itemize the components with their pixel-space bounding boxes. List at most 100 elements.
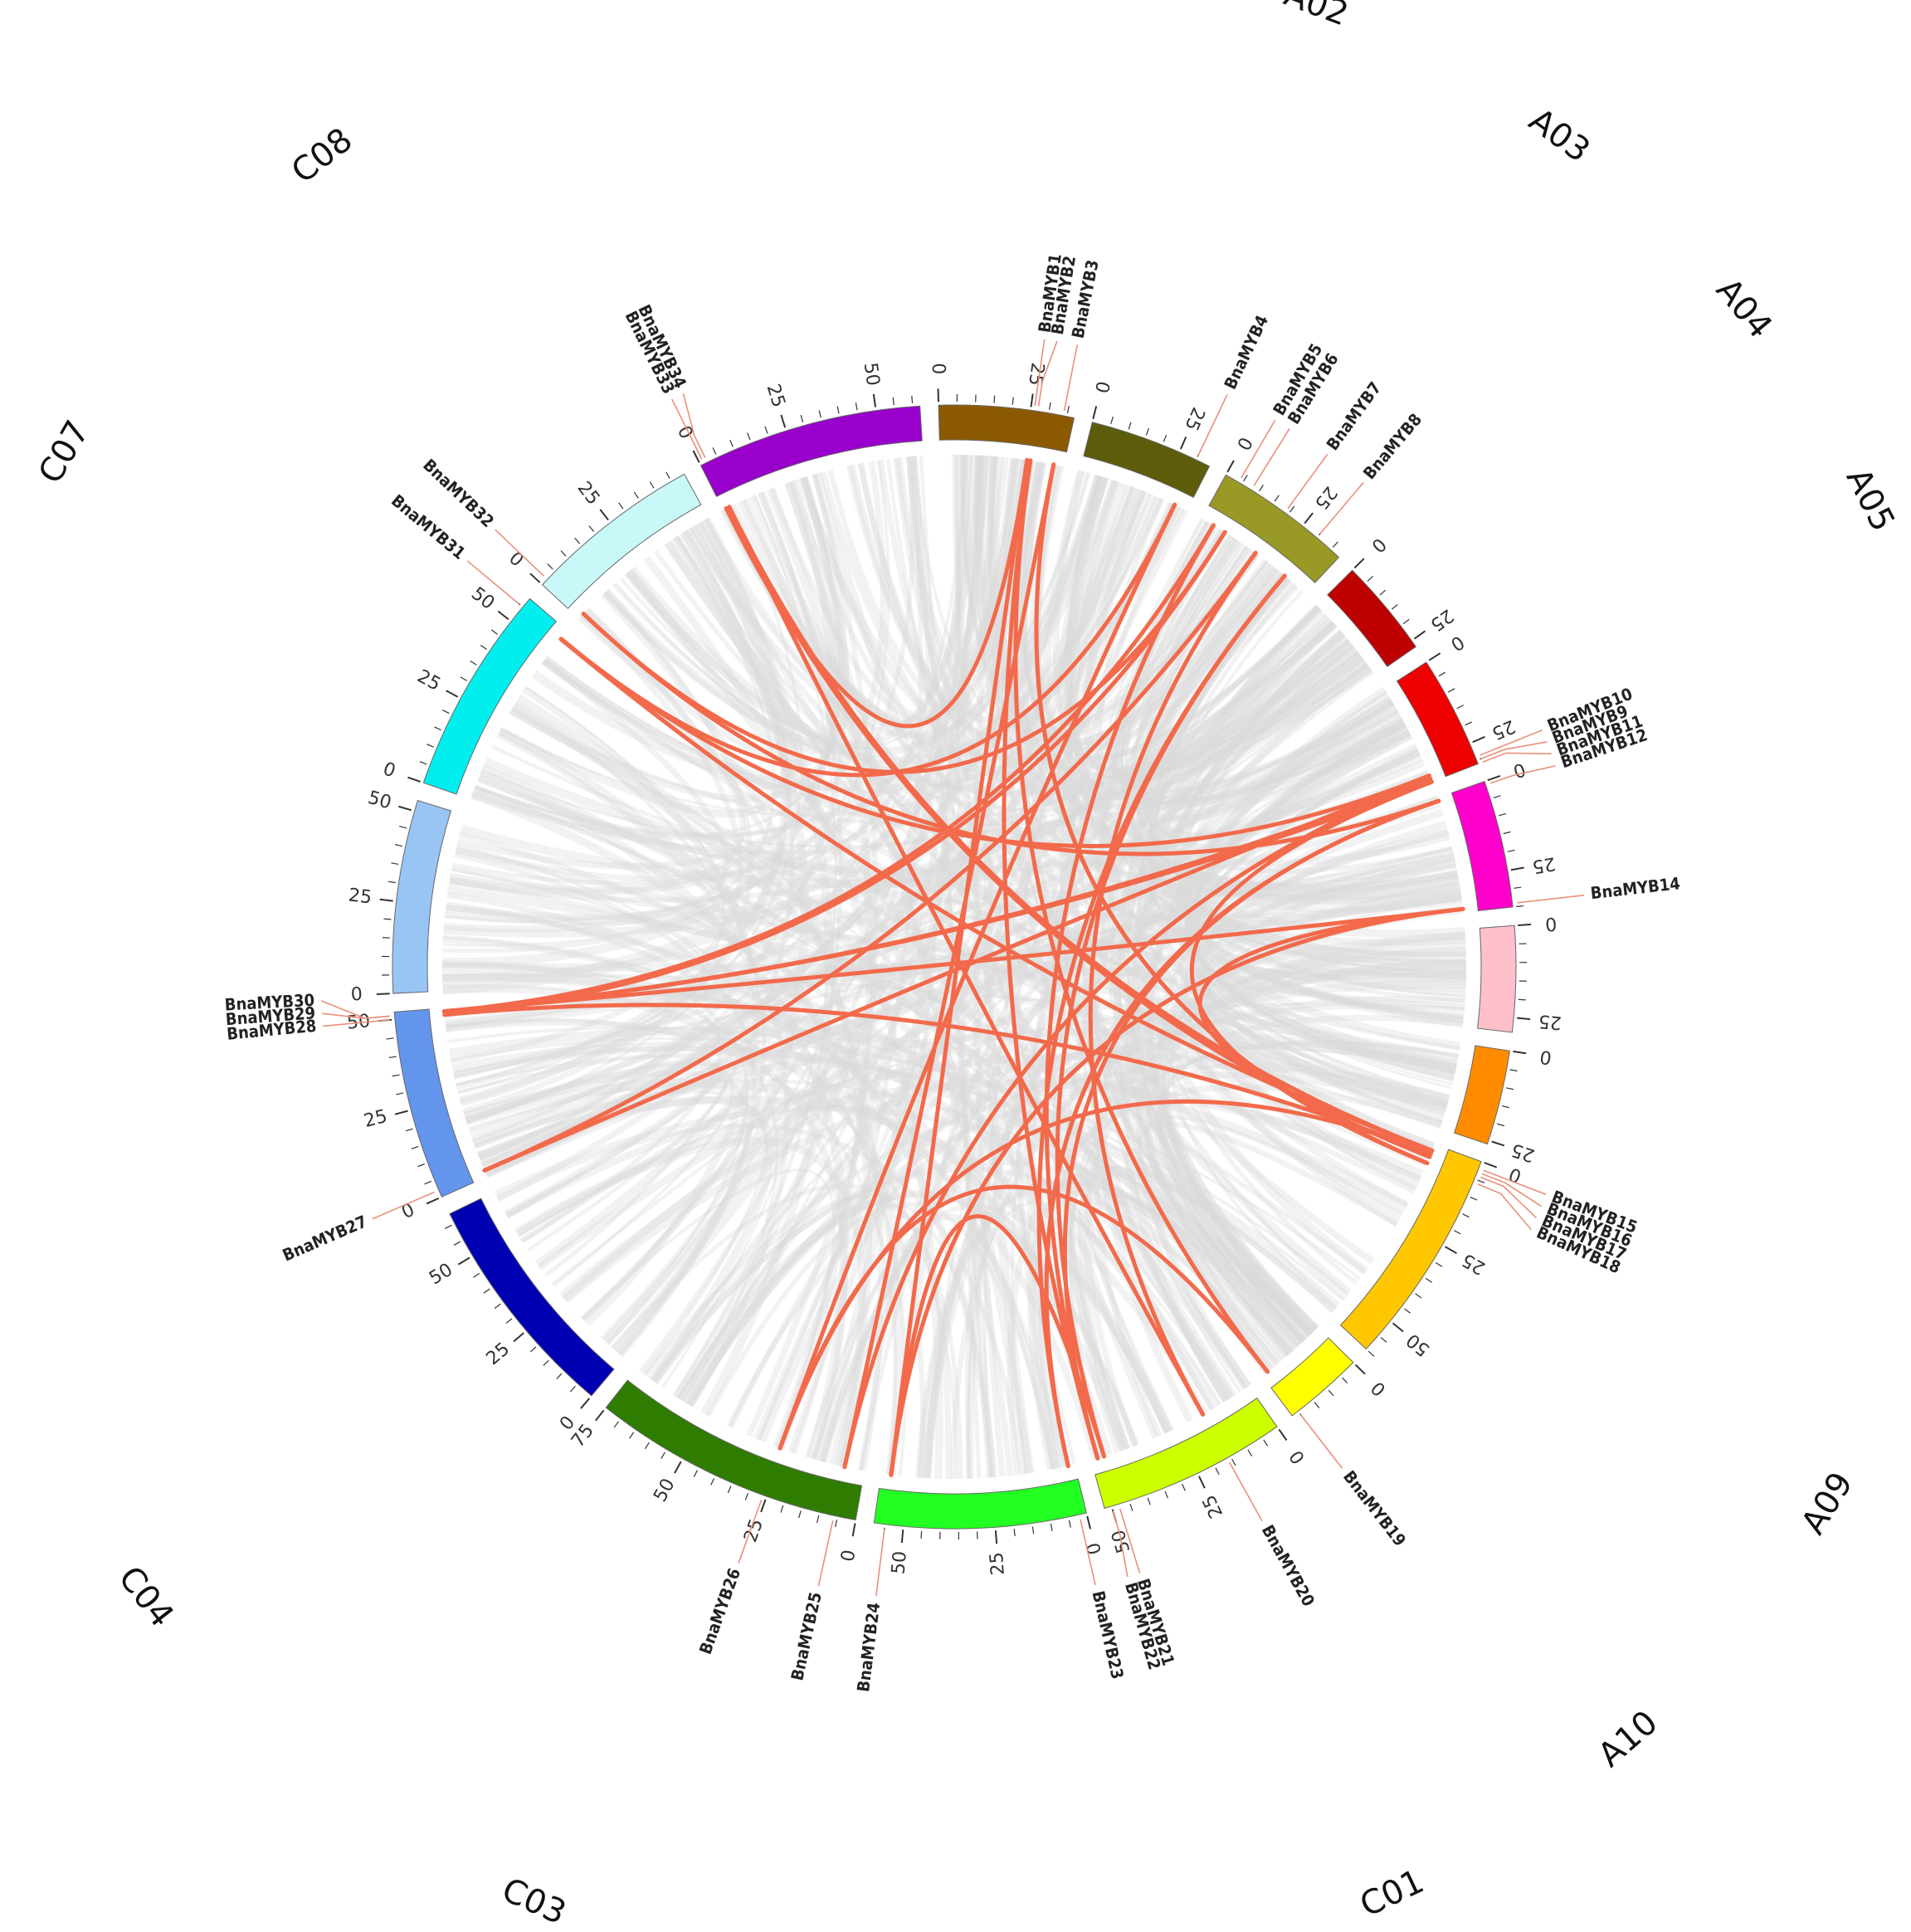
tick-label: 25 — [1509, 1139, 1537, 1165]
chromosome-A08 — [1453, 1045, 1510, 1145]
gene-leader-line — [372, 1191, 435, 1220]
background-link — [454, 851, 1455, 1080]
chromosome-ring — [392, 404, 1517, 1530]
background-link — [766, 487, 1033, 1475]
gene-label: BnaMYB26 — [695, 1565, 744, 1656]
background-link — [544, 656, 1411, 837]
tick-mark — [665, 471, 670, 479]
background-link — [1130, 629, 1345, 1354]
tick-mark — [1435, 1261, 1443, 1267]
background-link — [913, 456, 1368, 778]
background-link — [959, 455, 1370, 780]
background-link — [444, 639, 1353, 926]
tick-mark — [398, 805, 412, 812]
background-link — [682, 1193, 1138, 1447]
tick-mark — [407, 776, 421, 783]
chromosome-C06 — [392, 799, 452, 994]
tick-mark — [1391, 603, 1398, 610]
background-link — [451, 498, 1165, 886]
background-link — [465, 604, 1321, 1124]
background-link — [483, 476, 1109, 1176]
tick-mark — [1454, 1230, 1461, 1235]
background-link — [480, 651, 1360, 848]
background-link — [1178, 724, 1419, 1191]
chromosome-label-C09: C09 — [649, 0, 722, 2]
tick-mark — [1456, 705, 1464, 710]
tick-mark — [417, 1163, 425, 1168]
tick-mark — [1477, 1179, 1485, 1183]
background-link — [471, 560, 1269, 1142]
background-link — [928, 540, 1241, 1479]
background-link — [1137, 545, 1463, 913]
tick-label: 0 — [1446, 631, 1467, 655]
tick-label: 0 — [1083, 1540, 1106, 1556]
background-link — [989, 456, 1289, 1356]
background-link — [518, 1002, 1465, 1237]
gene-leader-line — [1319, 481, 1364, 534]
background-link — [456, 516, 792, 1090]
tick-label: 25 — [1310, 482, 1341, 513]
tick-mark — [388, 1056, 397, 1059]
background-link — [967, 605, 1322, 1479]
tick-mark — [835, 1520, 838, 1528]
background-link — [1014, 479, 1116, 1469]
tick-mark — [727, 1486, 732, 1494]
background-link — [476, 777, 1462, 920]
tick-mark — [1086, 1515, 1091, 1530]
chromosome-C07 — [422, 598, 558, 795]
background-link — [543, 658, 1460, 1051]
background-link — [463, 1061, 729, 1252]
tick-mark — [1484, 1162, 1498, 1168]
gene-label: BnaMYB7 — [1322, 378, 1385, 454]
background-link — [514, 1079, 1425, 1237]
gene-leader-line — [466, 560, 519, 605]
chromosome-C08 — [541, 473, 702, 609]
background-link — [813, 472, 1237, 1399]
background-link — [1081, 490, 1369, 786]
background-link — [442, 456, 915, 954]
tick-mark — [494, 1303, 501, 1309]
background-link — [1115, 543, 1337, 781]
background-link — [1147, 574, 1436, 1150]
tick-mark — [1215, 1467, 1220, 1476]
tick-mark — [580, 1398, 590, 1409]
tick-mark — [729, 439, 734, 447]
background-link — [905, 455, 984, 715]
tick-label: 25 — [1199, 1491, 1228, 1521]
background-link — [1204, 856, 1466, 993]
background-link — [877, 459, 1301, 1349]
background-link — [1063, 1178, 1289, 1451]
background-link — [651, 1193, 994, 1478]
background-link — [758, 730, 1413, 1443]
tick-label: 0 — [928, 363, 948, 375]
background-link — [987, 456, 1394, 796]
tick-mark — [1092, 406, 1098, 420]
tick-mark — [1462, 1213, 1470, 1218]
background-link — [450, 613, 743, 1064]
background-link — [544, 529, 795, 1277]
background-link — [442, 936, 749, 1344]
gene-link — [727, 505, 1206, 1417]
background-link — [815, 455, 988, 1462]
background-link — [923, 960, 1467, 1479]
background-link — [1192, 724, 1465, 1020]
background-link — [1085, 1015, 1464, 1447]
background-link — [1037, 1039, 1460, 1469]
background-link — [474, 475, 1103, 837]
tick-mark — [911, 395, 914, 403]
gene-leader-line — [1241, 419, 1276, 479]
background-link — [619, 472, 1091, 752]
tick-mark — [588, 525, 595, 532]
tick-label: 0 — [505, 548, 527, 571]
tick-label: 25 — [483, 1339, 514, 1369]
collinear-gene-links — [441, 457, 1465, 1477]
tick-mark — [394, 844, 402, 847]
background-link — [664, 498, 837, 749]
chromosome-A10 — [1270, 1337, 1354, 1417]
tick-mark — [747, 432, 751, 441]
background-link — [1132, 572, 1359, 795]
background-link — [653, 1166, 1284, 1385]
tick-mark — [446, 690, 459, 698]
tick-mark — [419, 761, 427, 765]
background-link — [1125, 630, 1345, 1369]
